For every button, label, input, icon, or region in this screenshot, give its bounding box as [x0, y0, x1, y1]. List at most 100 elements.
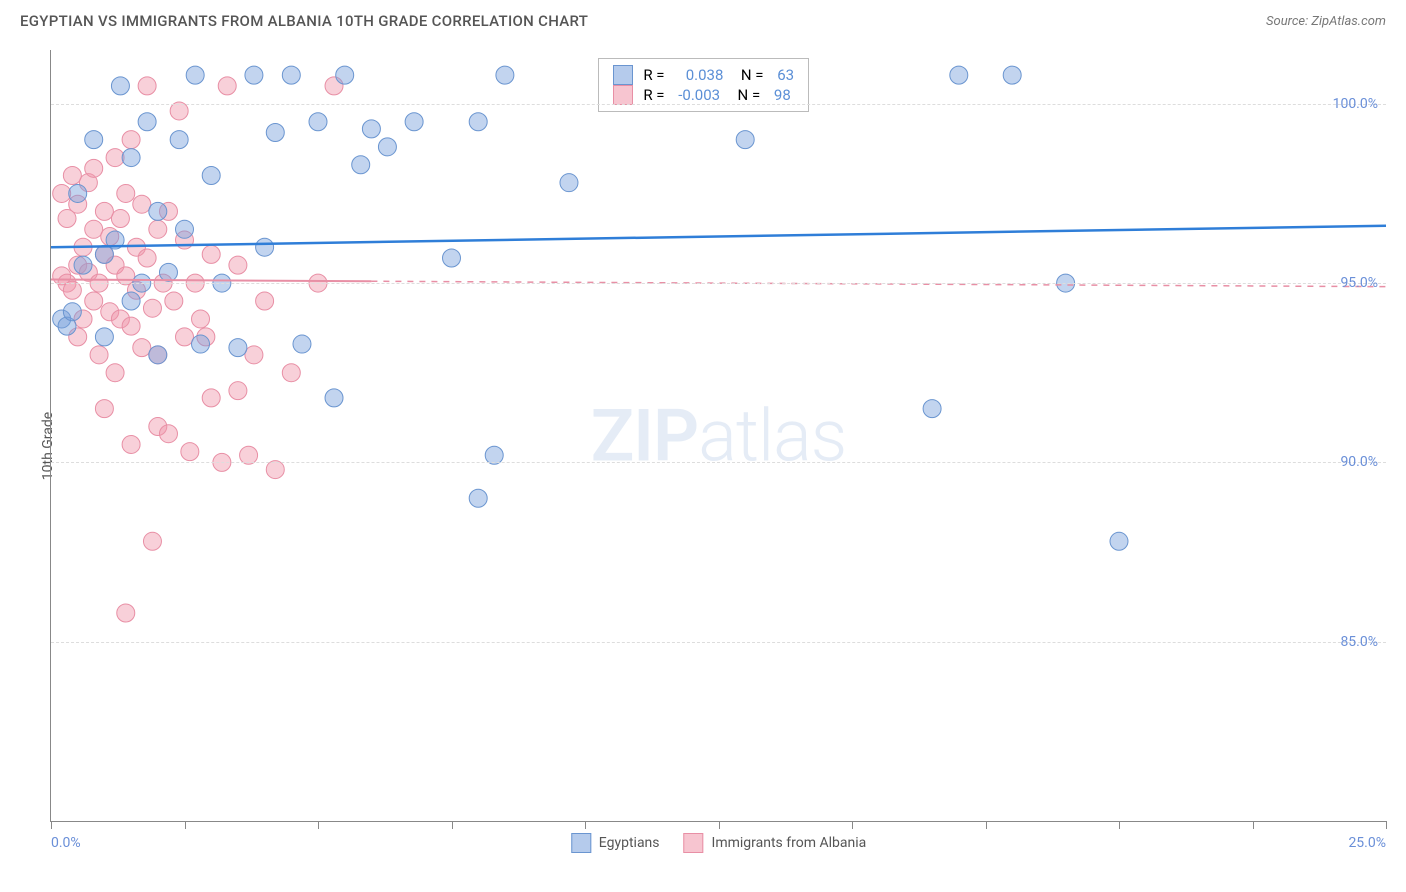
blue-point [149, 346, 167, 364]
blue-point [122, 149, 140, 167]
header: EGYPTIAN VS IMMIGRANTS FROM ALBANIA 10TH… [0, 0, 1406, 38]
blue-point [245, 66, 263, 84]
pink-point [229, 382, 247, 400]
pink-point [181, 443, 199, 461]
pink-point [133, 339, 151, 357]
pink-point [245, 346, 263, 364]
blue-point [293, 335, 311, 353]
blue-point [186, 66, 204, 84]
blue-point [378, 138, 396, 156]
y-tick-label: 85.0% [1340, 634, 1378, 650]
blue-point [69, 184, 87, 202]
correlation-row-blue: R = 0.038 N = 63 [613, 65, 794, 85]
pink-point [85, 159, 103, 177]
correlation-row-pink: R = -0.003 N = 98 [613, 85, 794, 105]
x-tick-label-max: 25.0% [1348, 835, 1386, 851]
pink-point [63, 167, 81, 185]
series-legend: Egyptians Immigrants from Albania [571, 833, 866, 853]
pink-point [95, 202, 113, 220]
blue-point [74, 256, 92, 274]
blue-point [95, 328, 113, 346]
pink-point [122, 131, 140, 149]
chart-plot-area: ZIPatlas R = 0.038 N = 63 R = -0.003 N =… [50, 50, 1386, 822]
pink-point [229, 256, 247, 274]
n-label: N = [730, 86, 764, 104]
pink-point [256, 292, 274, 310]
y-tick-label: 90.0% [1340, 454, 1378, 470]
x-tick [452, 821, 453, 829]
legend-swatch-blue-icon [571, 833, 591, 853]
blue-point [85, 131, 103, 149]
trend-line-blue [51, 226, 1386, 248]
r-value-blue: 0.038 [686, 66, 724, 84]
pink-point [149, 220, 167, 238]
pink-point [106, 149, 124, 167]
blue-point [405, 113, 423, 131]
pink-point [159, 425, 177, 443]
gridline-y [51, 104, 1386, 105]
r-value-pink: -0.003 [678, 86, 720, 104]
blue-point [950, 66, 968, 84]
pink-point [122, 435, 140, 453]
blue-point [159, 263, 177, 281]
blue-point [63, 303, 81, 321]
scatter-plot-svg [51, 50, 1386, 821]
blue-point [256, 238, 274, 256]
blue-point [309, 113, 327, 131]
legend-swatch-blue [613, 65, 633, 85]
gridline-y [51, 642, 1386, 643]
blue-point [266, 123, 284, 141]
gridline-y [51, 283, 1386, 284]
x-tick [318, 821, 319, 829]
pink-point [218, 77, 236, 95]
n-value-pink: 98 [774, 86, 791, 104]
legend-swatch-pink-icon [684, 833, 704, 853]
pink-point [138, 249, 156, 267]
legend-item-pink: Immigrants from Albania [684, 833, 867, 853]
chart-title: EGYPTIAN VS IMMIGRANTS FROM ALBANIA 10TH… [20, 12, 588, 30]
x-tick [1386, 821, 1387, 829]
pink-point [122, 317, 140, 335]
pink-point [165, 292, 183, 310]
legend-label-pink: Immigrants from Albania [712, 835, 867, 851]
blue-point [282, 66, 300, 84]
blue-point [560, 174, 578, 192]
blue-point [443, 249, 461, 267]
r-label: R = [643, 66, 675, 84]
blue-point [1110, 532, 1128, 550]
blue-point [496, 66, 514, 84]
pink-point [176, 328, 194, 346]
blue-point [111, 77, 129, 95]
pink-point [202, 389, 220, 407]
x-tick [719, 821, 720, 829]
pink-point [117, 184, 135, 202]
blue-point [122, 292, 140, 310]
pink-point [143, 532, 161, 550]
blue-point [736, 131, 754, 149]
blue-point [469, 113, 487, 131]
pink-point [53, 184, 71, 202]
pink-point [85, 220, 103, 238]
blue-point [1003, 66, 1021, 84]
y-tick-label: 95.0% [1340, 275, 1378, 291]
legend-swatch-pink [613, 85, 633, 105]
pink-point [192, 310, 210, 328]
blue-point [469, 489, 487, 507]
x-tick [185, 821, 186, 829]
source-credit: Source: ZipAtlas.com [1266, 14, 1386, 29]
legend-item-blue: Egyptians [571, 833, 660, 853]
x-tick [585, 821, 586, 829]
pink-point [117, 604, 135, 622]
pink-point [111, 210, 129, 228]
x-tick [986, 821, 987, 829]
n-value-blue: 63 [777, 66, 794, 84]
blue-point [923, 400, 941, 418]
pink-point [90, 346, 108, 364]
pink-point [133, 195, 151, 213]
pink-point [106, 364, 124, 382]
blue-point [336, 66, 354, 84]
x-tick-label-min: 0.0% [51, 835, 81, 851]
blue-point [362, 120, 380, 138]
blue-point [170, 131, 188, 149]
blue-point [352, 156, 370, 174]
